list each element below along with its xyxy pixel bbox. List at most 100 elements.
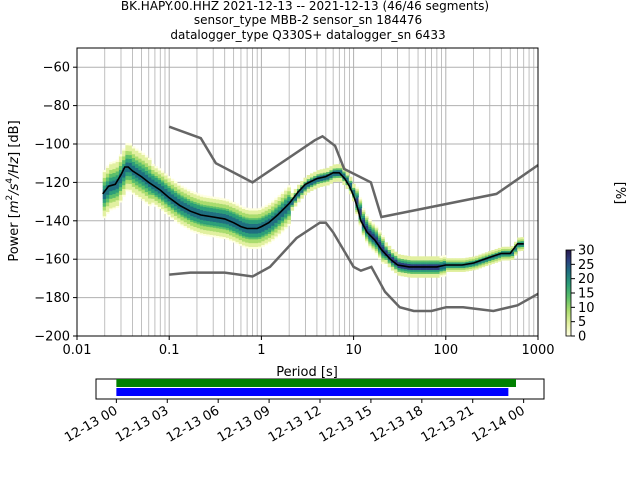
heatmap-cell (420, 275, 424, 278)
heatmap-cell (209, 207, 214, 210)
heatmap-cell (329, 181, 333, 184)
heatmap-cell (452, 258, 457, 261)
heatmap-cell (342, 180, 346, 184)
heatmap-cell (274, 230, 278, 233)
heatmap-cell (407, 255, 411, 259)
heatmap-cell (112, 199, 116, 202)
heatmap-cell (478, 266, 482, 269)
heatmap-cell (154, 177, 159, 180)
heatmap-cell (355, 209, 359, 212)
heatmap-cell (229, 221, 233, 224)
heatmap-cell (102, 208, 107, 211)
heatmap-cell (148, 173, 152, 176)
heatmap-cell (225, 233, 230, 236)
heatmap-cell (352, 199, 356, 202)
heatmap-cell (248, 242, 252, 246)
y-tick-label: −60 (43, 61, 70, 76)
heatmap-cell (335, 168, 340, 171)
heatmap-cell (245, 215, 249, 218)
heatmap-cell (222, 234, 227, 238)
heatmap-cell (501, 248, 505, 251)
heatmap-cell (471, 264, 476, 267)
heatmap-cell (229, 231, 233, 234)
heatmap-cell (429, 260, 434, 263)
heatmap-cell (439, 271, 444, 274)
heatmap-cell (339, 168, 343, 171)
heatmap-cell (128, 162, 133, 165)
heatmap-cell (216, 227, 220, 231)
heatmap-cell (131, 153, 136, 157)
heatmap-cell (361, 221, 366, 224)
heatmap-cell (122, 175, 126, 178)
heatmap-cell (488, 258, 492, 262)
heatmap-cell (157, 181, 162, 184)
heatmap-cell (209, 211, 214, 214)
heatmap-cell (439, 269, 444, 272)
heatmap-cell (471, 266, 476, 269)
heatmap-cell (209, 219, 214, 222)
heatmap-cell (241, 237, 246, 240)
heatmap-cell (361, 231, 366, 234)
heatmap-cell (316, 170, 320, 173)
heatmap-cell (329, 175, 333, 178)
heatmap-cell (206, 216, 210, 220)
heatmap-cell (329, 177, 333, 180)
heatmap-cell (517, 247, 521, 250)
heatmap-cell (232, 209, 236, 212)
heatmap-cell (160, 178, 165, 181)
heatmap-cell (403, 272, 408, 275)
heatmap-cell (112, 166, 116, 170)
heatmap-cell (309, 184, 314, 188)
heatmap-cell (125, 183, 129, 186)
heatmap-cell (484, 261, 489, 265)
heatmap-cell (326, 167, 330, 171)
heatmap-cell (105, 173, 110, 176)
heatmap-cell (277, 229, 282, 232)
heatmap-cell (348, 182, 353, 185)
heatmap-cell (241, 214, 246, 217)
heatmap-cell (445, 260, 450, 263)
heatmap-cell (481, 253, 486, 256)
heatmap-cell (365, 239, 369, 242)
heatmap-cell (475, 265, 479, 268)
heatmap-cell (105, 211, 110, 214)
heatmap-cell (361, 208, 366, 211)
heatmap-cell (219, 226, 223, 229)
heatmap-cell (277, 214, 282, 217)
heatmap-cell (122, 173, 126, 176)
heatmap-cell (352, 185, 356, 188)
heatmap-cell (254, 242, 259, 246)
heatmap-cell (138, 169, 142, 173)
heatmap-cell (128, 183, 133, 186)
heatmap-cell (131, 148, 136, 151)
heatmap-cell (397, 273, 401, 276)
heatmap-cell (433, 262, 437, 265)
heatmap-cell (183, 197, 188, 200)
heatmap-cell (193, 203, 197, 206)
heatmap-cell (471, 258, 476, 261)
heatmap-cell (235, 228, 240, 231)
heatmap-cell (135, 192, 139, 195)
heatmap-cell (222, 230, 227, 234)
heatmap-cell (274, 197, 278, 200)
heatmap-cell (160, 197, 165, 200)
heatmap-cell (429, 269, 434, 272)
heatmap-cell (203, 195, 207, 198)
heatmap-cell (157, 198, 162, 202)
heatmap-cell (160, 180, 165, 183)
heatmap-cell (222, 211, 227, 215)
heatmap-cell (377, 247, 382, 250)
heatmap-cell (284, 224, 288, 228)
heatmap-cell (442, 255, 447, 258)
heatmap-cell (203, 208, 207, 211)
heatmap-cell (222, 215, 227, 218)
heatmap-cell (128, 164, 133, 167)
heatmap-cell (271, 235, 275, 238)
heatmap-cell (238, 226, 243, 229)
heatmap-cell (144, 168, 149, 171)
heatmap-cell (170, 188, 175, 191)
heatmap-cell (507, 258, 512, 261)
heatmap-cell (144, 197, 149, 200)
